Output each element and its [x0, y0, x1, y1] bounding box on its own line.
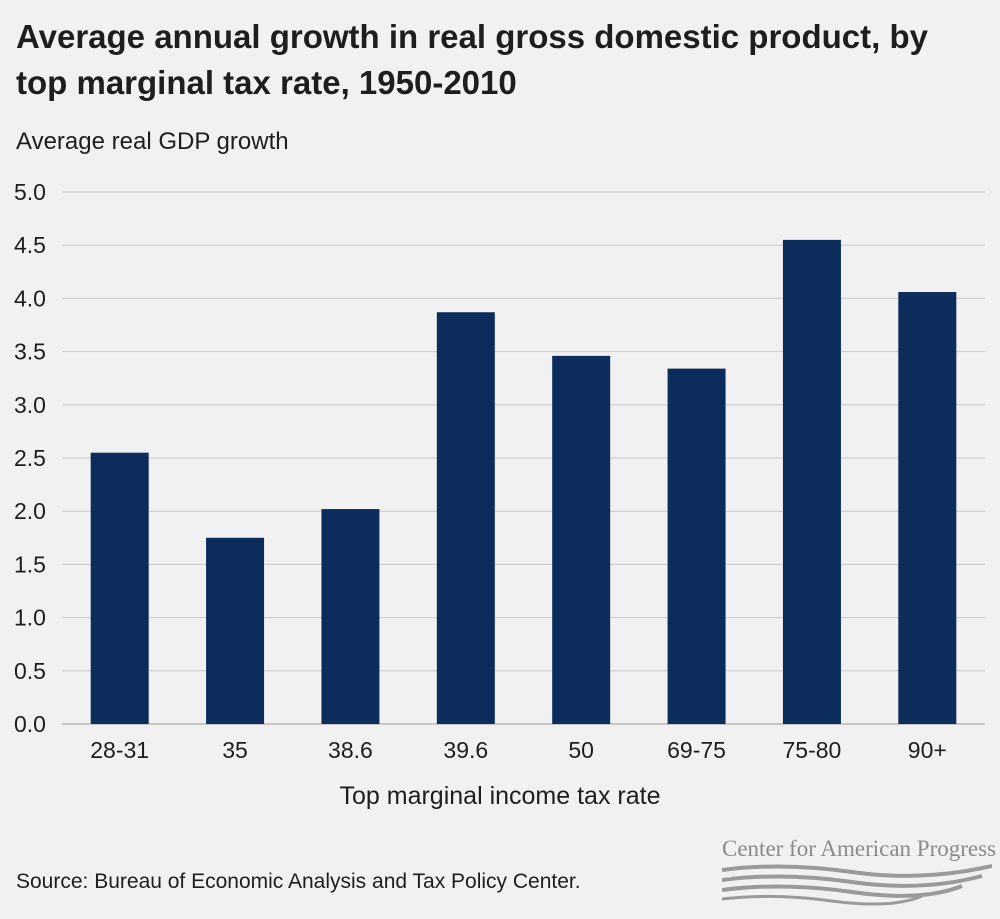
source-note: Source: Bureau of Economic Analysis and … — [16, 870, 581, 893]
bar-28-31 — [90, 452, 149, 724]
bar-75-80 — [782, 239, 841, 724]
y-tick-label: 4.5 — [14, 232, 46, 258]
x-tick-label: 38.6 — [328, 737, 373, 763]
bars — [90, 239, 957, 724]
y-tick-label: 3.5 — [14, 339, 46, 365]
y-tick-label: 1.5 — [14, 551, 46, 577]
cap-logo: Center for American Progress — [722, 836, 996, 906]
y-tick-label: 0.0 — [14, 711, 46, 737]
bar-69-75 — [667, 368, 726, 724]
bar-50 — [552, 355, 611, 724]
x-tick-label: 75-80 — [783, 737, 842, 763]
bar-90+ — [898, 292, 957, 724]
y-tick-label: 2.5 — [14, 445, 46, 471]
grid-lines — [62, 191, 985, 725]
y-tick-labels: 0.0 0.5 1.0 1.5 2.0 2.5 3.0 3.5 4.0 4.5 5.0 — [14, 179, 46, 737]
x-tick-label: 90+ — [908, 737, 947, 763]
x-tick-label: 39.6 — [443, 737, 488, 763]
bar-chart: 0.0 0.5 1.0 1.5 2.0 2.5 3.0 3.5 4.0 4.5 5.0 28-31 3… — [14, 179, 985, 763]
y-axis-label: Average real GDP growth — [16, 128, 289, 155]
x-axis-label: Top marginal income tax rate — [339, 782, 661, 810]
chart-title: Average annual growth in real gross dome… — [16, 18, 928, 101]
bar-35 — [206, 537, 265, 724]
y-tick-label: 3.0 — [14, 392, 46, 418]
flag-stripes-icon — [722, 864, 992, 906]
x-tick-label: 28-31 — [90, 737, 149, 763]
y-tick-label: 2.0 — [14, 498, 46, 524]
bar-39.6 — [436, 312, 495, 724]
x-tick-labels: 28-31 35 38.6 39.6 50 69-75 75-80 90+ — [90, 737, 947, 763]
logo-text: Center for American Progress — [722, 836, 997, 861]
y-tick-label: 5.0 — [14, 179, 46, 205]
bar-38.6 — [321, 509, 380, 724]
x-tick-label: 69-75 — [667, 737, 726, 763]
x-tick-label: 50 — [568, 737, 594, 763]
y-tick-label: 1.0 — [14, 605, 46, 631]
x-tick-label: 35 — [222, 737, 248, 763]
y-tick-label: 0.5 — [14, 658, 46, 684]
y-tick-label: 4.0 — [14, 285, 46, 311]
